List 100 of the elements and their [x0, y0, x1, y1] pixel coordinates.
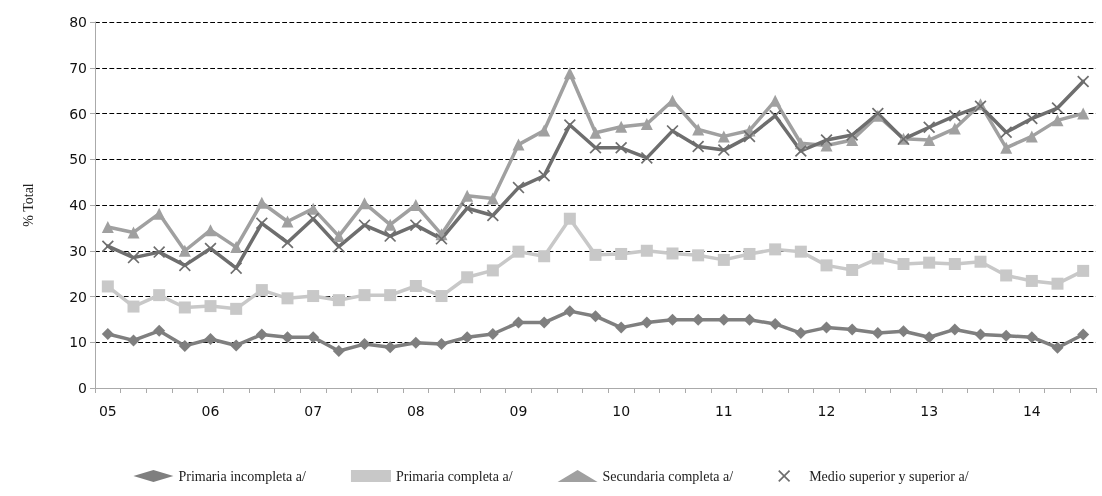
point — [255, 328, 268, 341]
point — [461, 202, 474, 215]
point — [255, 217, 268, 230]
point — [897, 258, 910, 271]
point — [1000, 269, 1013, 282]
point — [563, 118, 576, 131]
point — [846, 129, 859, 141]
point — [409, 279, 422, 292]
point — [281, 236, 294, 249]
point — [538, 124, 551, 137]
point — [486, 264, 499, 277]
point — [281, 215, 294, 228]
point — [589, 126, 602, 139]
point — [794, 245, 807, 258]
point — [1000, 126, 1013, 139]
point — [204, 333, 217, 346]
x-tick-label: 11 — [714, 403, 733, 419]
y-axis-title: % Total — [20, 183, 36, 227]
point — [1077, 264, 1090, 277]
point — [358, 338, 371, 351]
point — [794, 145, 807, 158]
point — [384, 218, 397, 231]
point — [178, 339, 191, 352]
point — [307, 331, 320, 344]
legend-label: Primaria completa a/ — [395, 468, 513, 484]
point — [615, 247, 628, 260]
point — [1051, 277, 1064, 290]
point — [204, 242, 217, 255]
y-tick-label: 70 — [69, 59, 87, 76]
point — [1077, 328, 1090, 341]
point — [1051, 114, 1064, 127]
point — [563, 305, 576, 318]
y-tick-label: 80 — [69, 14, 87, 30]
point — [769, 243, 782, 256]
point — [384, 289, 397, 302]
point — [486, 192, 499, 205]
y-tick-label: 10 — [69, 334, 87, 351]
point — [153, 289, 166, 302]
point — [461, 189, 474, 202]
point — [307, 290, 320, 303]
x-tick-label: 09 — [509, 403, 528, 419]
point — [255, 196, 268, 209]
point — [923, 121, 936, 134]
point — [281, 292, 294, 305]
legend-label: Secundaria completa a/ — [602, 468, 734, 484]
point — [692, 249, 705, 262]
x-tick-label: 05 — [98, 403, 117, 419]
point — [538, 250, 551, 263]
point — [512, 181, 525, 194]
point — [255, 284, 268, 297]
point — [230, 302, 243, 315]
point — [358, 197, 371, 210]
point — [948, 258, 961, 271]
point — [563, 67, 576, 80]
point — [1000, 141, 1013, 154]
point — [717, 144, 730, 157]
point — [153, 324, 166, 337]
x-tick-label: 08 — [406, 403, 425, 419]
y-tick-label: 40 — [69, 197, 87, 213]
point — [820, 259, 833, 272]
point — [153, 207, 166, 220]
point — [948, 109, 961, 122]
point — [640, 316, 653, 329]
point — [178, 301, 191, 314]
point — [127, 300, 140, 313]
point — [769, 109, 782, 122]
point — [384, 230, 397, 243]
point — [101, 328, 114, 341]
point — [769, 94, 782, 107]
point — [974, 255, 987, 268]
point — [1025, 130, 1038, 143]
point — [589, 248, 602, 261]
point — [846, 263, 859, 276]
point — [512, 138, 525, 151]
x-tick-label: 14 — [1022, 403, 1041, 419]
point — [178, 244, 191, 257]
point — [820, 321, 833, 334]
point — [563, 212, 576, 225]
point — [846, 323, 859, 336]
point — [743, 247, 756, 260]
point — [640, 244, 653, 257]
point — [512, 245, 525, 258]
x-tick-label: 12 — [817, 403, 836, 419]
point — [538, 169, 551, 182]
legend-label: Medio superior y superior a/ — [809, 468, 969, 484]
x-tick-label: 06 — [201, 403, 220, 419]
point — [230, 241, 243, 254]
point — [127, 226, 140, 239]
point — [1025, 274, 1038, 287]
point — [615, 321, 628, 334]
point — [923, 256, 936, 269]
point — [640, 118, 653, 131]
point — [127, 251, 140, 264]
point — [666, 247, 679, 260]
point — [435, 338, 448, 351]
point — [230, 339, 243, 352]
point — [948, 122, 961, 135]
point — [409, 219, 422, 232]
point — [409, 336, 422, 349]
point — [615, 141, 628, 154]
